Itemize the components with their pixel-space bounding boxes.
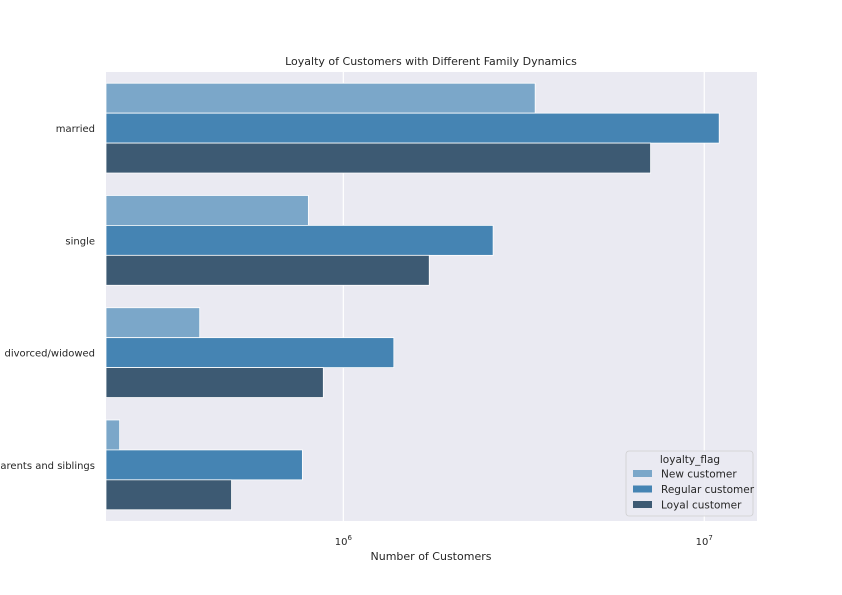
legend-box: [625, 450, 754, 517]
y-tick-label: single: [65, 236, 95, 247]
bars: [105, 82, 720, 511]
y-tick-label: living with parents and siblings: [0, 461, 95, 472]
y-tick-label: divorced/widowed: [4, 349, 95, 360]
legend-swatch: [633, 501, 652, 508]
bar: [105, 225, 494, 256]
legend: loyalty_flag New customer Regular custome…: [625, 450, 755, 517]
bar: [105, 142, 651, 174]
bar: [105, 195, 309, 226]
legend-title: loyalty_flag: [660, 454, 720, 466]
bar: [105, 419, 121, 451]
legend-entry: Regular customer: [661, 484, 755, 496]
bar: [105, 112, 720, 144]
bar: [105, 367, 324, 398]
legend-swatch: [633, 470, 652, 477]
bar: [105, 337, 395, 368]
x-axis-label: Number of Customers: [371, 550, 492, 563]
bar: [105, 254, 430, 286]
bar: [105, 307, 201, 339]
bar: [105, 449, 303, 481]
legend-entry: New customer: [661, 469, 737, 481]
x-tick-labels: 106 107: [335, 534, 713, 548]
chart-title: Loyalty of Customers with Different Fami…: [285, 55, 577, 68]
bar: [105, 82, 536, 114]
x-tick-label: 107: [696, 534, 713, 548]
legend-swatch: [633, 485, 652, 493]
legend-entry: Loyal customer: [661, 500, 742, 512]
bar: [105, 479, 232, 511]
x-tick-label: 106: [335, 534, 353, 548]
y-tick-label: married: [56, 124, 95, 135]
y-tick-labels: married single divorced/widowed living with…: [0, 124, 95, 472]
